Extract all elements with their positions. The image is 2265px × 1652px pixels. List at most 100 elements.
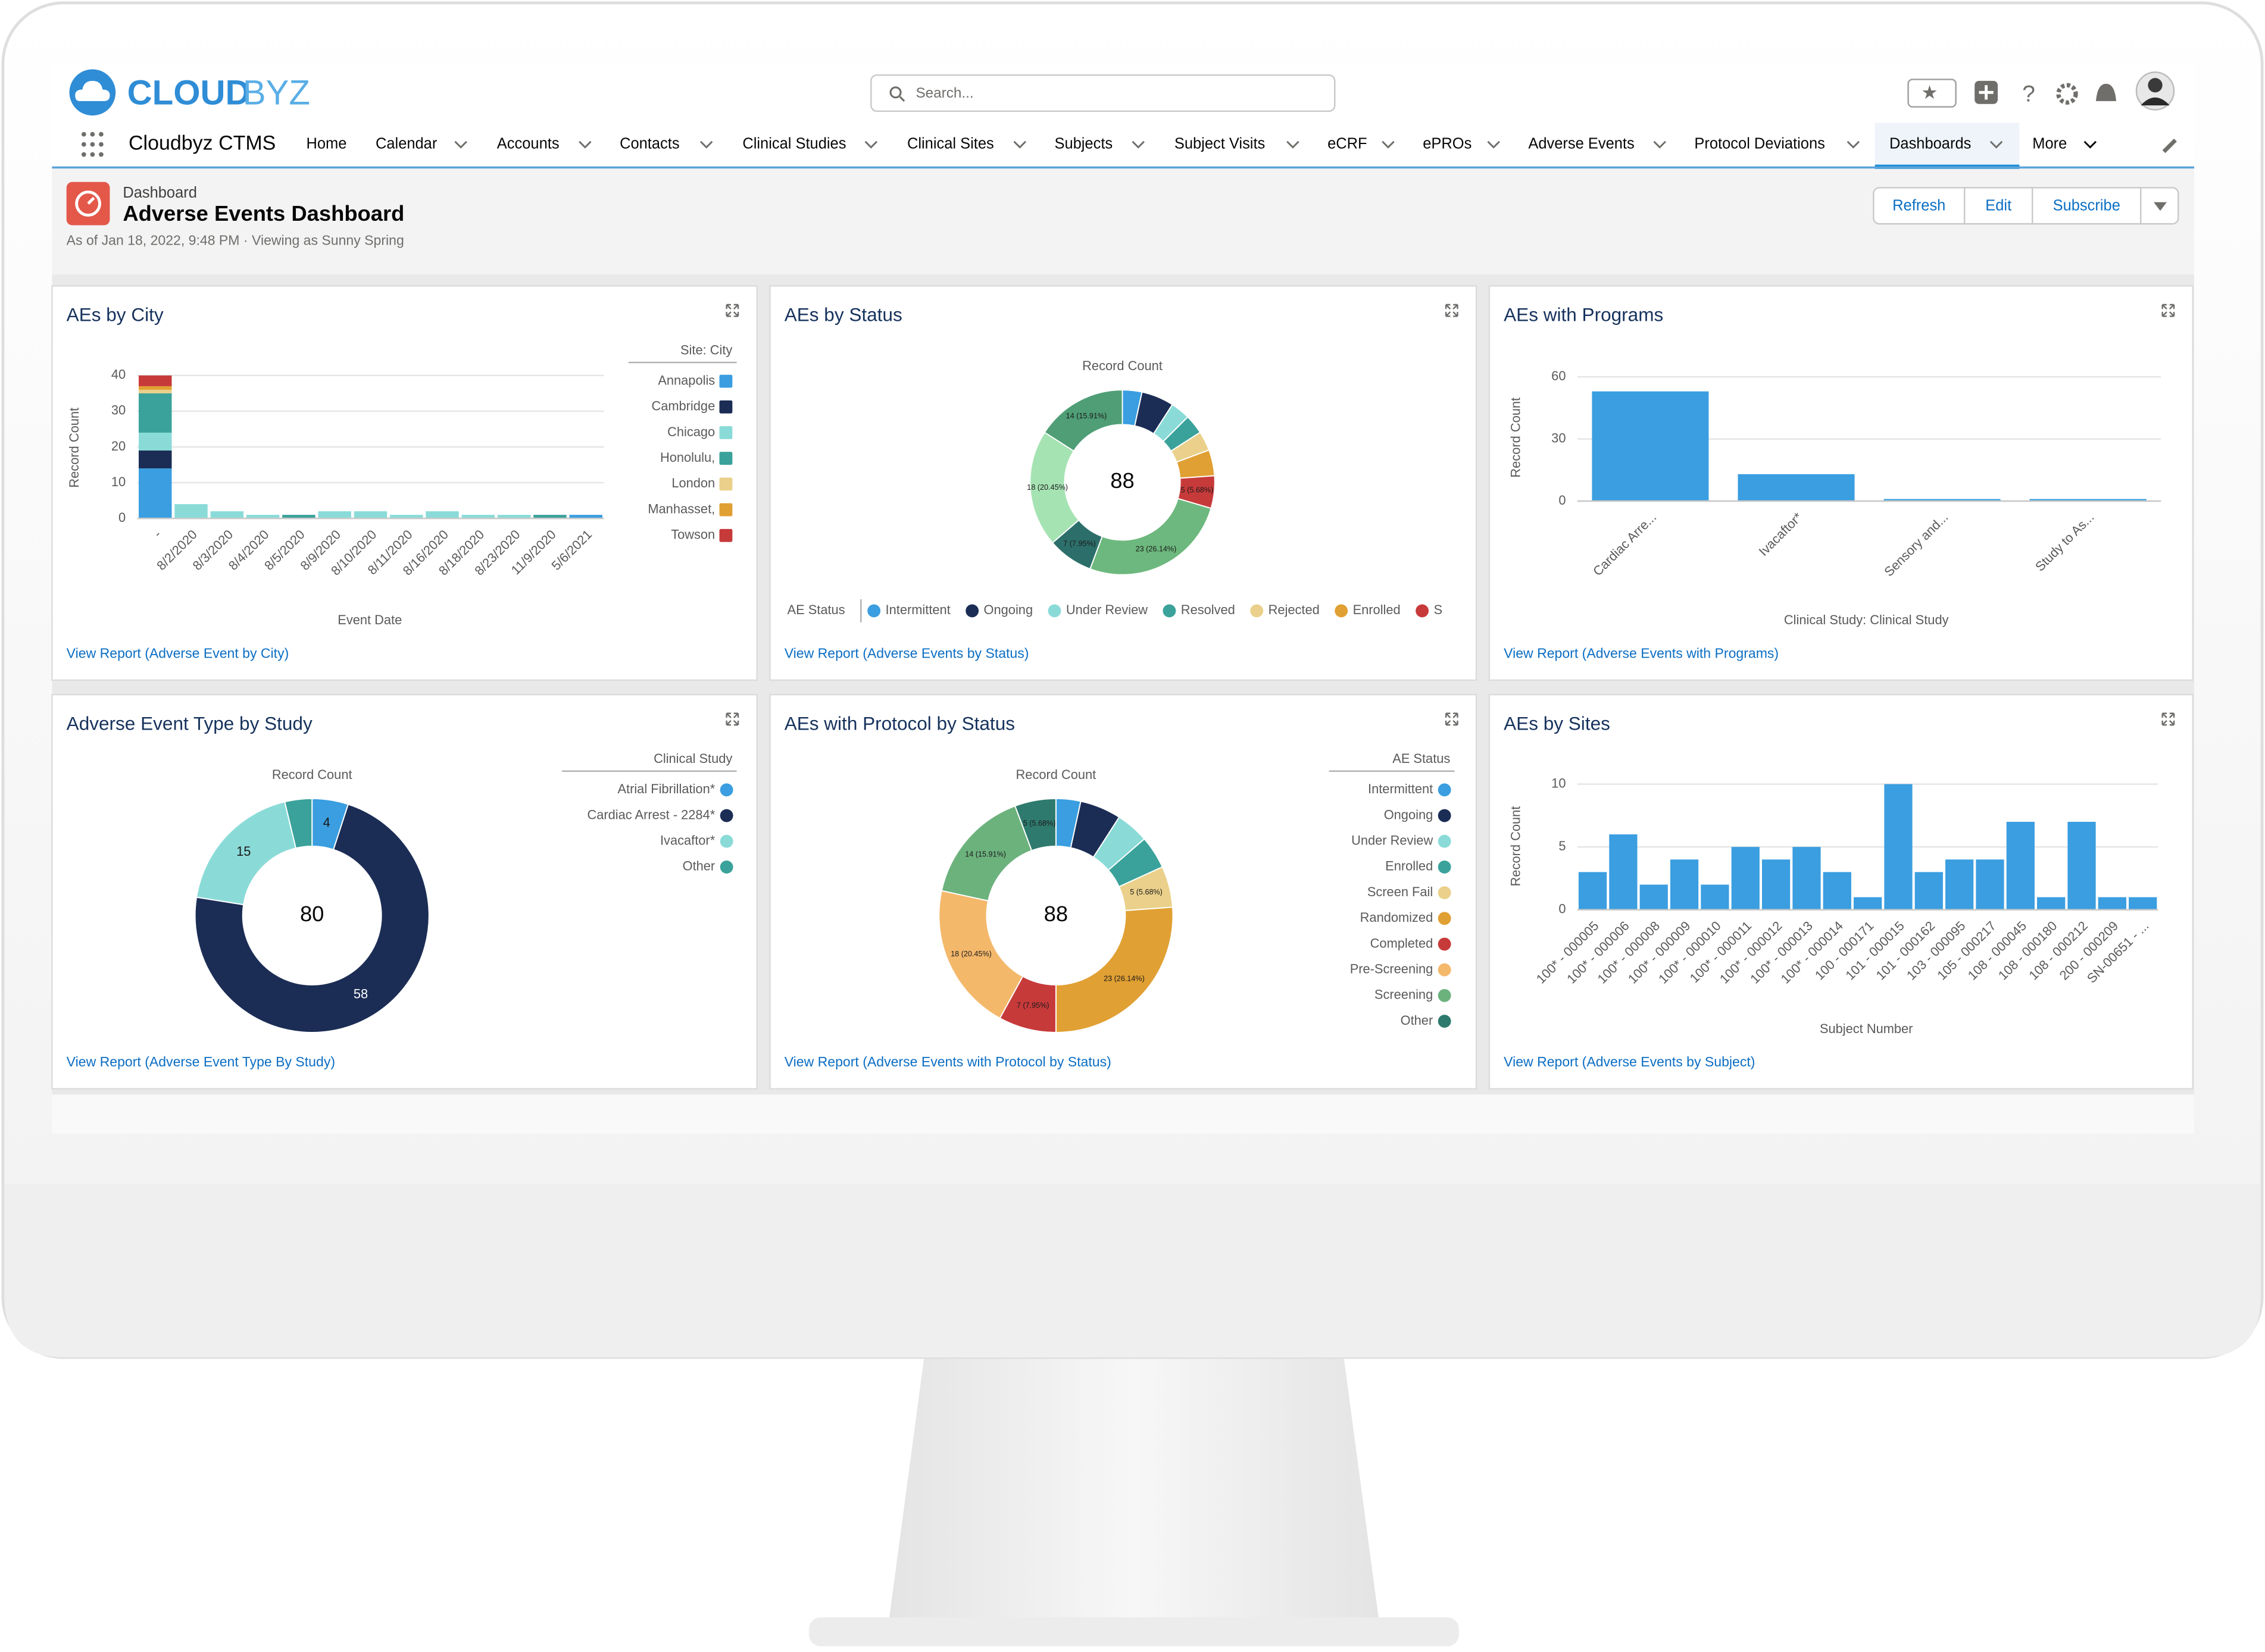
header-menu-button[interactable] xyxy=(2154,202,2167,211)
notification-icon[interactable] xyxy=(2096,83,2116,101)
bar-segment xyxy=(139,450,172,469)
legend-label: Annapolis xyxy=(658,373,715,387)
nav-item[interactable]: Clinical Sites xyxy=(907,135,994,152)
nav-item[interactable]: ePROs xyxy=(1423,135,1472,152)
expand-icon[interactable] xyxy=(2161,304,2175,317)
legend-swatch xyxy=(1438,886,1451,900)
legend-swatch xyxy=(1250,604,1264,618)
edit-nav-icon[interactable] xyxy=(2162,138,2177,154)
y-tick-label: 10 xyxy=(1551,775,1566,790)
slice-label: 23 (26.14%) xyxy=(1136,545,1177,553)
slice-label: 7 (7.95%) xyxy=(1063,539,1096,547)
bar-segment xyxy=(533,515,567,519)
legend-label: Ongoing xyxy=(1384,807,1433,822)
bar xyxy=(1738,474,1855,502)
nav-item[interactable]: Dashboards xyxy=(1889,135,1971,152)
expand-icon[interactable] xyxy=(726,304,739,317)
legend-label: Enrolled xyxy=(1353,602,1401,617)
header-button[interactable]: Subscribe xyxy=(2053,198,2120,214)
search-box[interactable] xyxy=(870,74,1336,112)
legend-swatch xyxy=(1438,963,1451,977)
bar xyxy=(1792,847,1821,910)
legend-label: Screen Fail xyxy=(1367,884,1433,899)
donut-slice xyxy=(1014,797,1057,852)
logo-secondary: BYZ xyxy=(243,74,310,112)
view-report-link[interactable]: View Report (Adverse Event by City) xyxy=(67,645,289,661)
slice-label: 5 (5.68%) xyxy=(1130,888,1163,896)
nav-item[interactable]: Adverse Events xyxy=(1528,135,1634,152)
legend-label: S xyxy=(1434,602,1443,617)
view-report-link[interactable]: View Report (Adverse Events with Program… xyxy=(1504,645,1779,661)
bar-segment xyxy=(497,515,531,519)
help-icon[interactable]: ? xyxy=(2022,81,2035,107)
view-report-link[interactable]: View Report (Adverse Events with Protoco… xyxy=(785,1054,1111,1069)
legend-swatch xyxy=(719,426,733,439)
legend-swatch xyxy=(1438,860,1451,874)
logo-cloud xyxy=(75,80,110,101)
nav-item[interactable]: eCRF xyxy=(1327,135,1367,152)
slice-label: 7 (7.95%) xyxy=(1017,1001,1049,1009)
legend-label: Intermittent xyxy=(1368,781,1433,796)
dropdown-chevron xyxy=(1989,140,2003,149)
legend-swatch xyxy=(1048,604,1061,618)
settings-icon[interactable] xyxy=(2056,83,2078,105)
legend-label: Atrial Fibrillation* xyxy=(617,781,715,796)
legend-swatch xyxy=(720,834,733,848)
bar xyxy=(1945,859,1974,910)
nav-item[interactable]: Clinical Studies xyxy=(742,135,846,152)
y-tick-label: 40 xyxy=(111,367,126,382)
search-placeholder[interactable]: Search... xyxy=(916,85,974,101)
widget: AEs by City View Report (Adverse Event by… xyxy=(51,285,758,681)
app-launcher[interactable] xyxy=(81,132,104,157)
widgets: AEs by City View Report (Adverse Event by… xyxy=(51,285,2194,1090)
header-button[interactable]: Refresh xyxy=(1892,198,1945,214)
y-tick-label: 0 xyxy=(118,510,126,525)
header-button[interactable]: Edit xyxy=(1985,198,2011,214)
view-report-link[interactable]: View Report (Adverse Events by Status) xyxy=(785,645,1029,661)
dashboard-icon-gauge xyxy=(75,190,101,217)
view-report-link[interactable]: View Report (Adverse Events by Subject) xyxy=(1504,1054,1755,1069)
nav-item[interactable]: Home xyxy=(307,135,347,152)
widget-title: AEs by Sites xyxy=(1504,712,1610,734)
bar-segment xyxy=(569,515,602,519)
nav-item[interactable]: More xyxy=(2032,135,2067,152)
nav-item[interactable]: Contacts xyxy=(620,135,680,152)
y-tick-label: 30 xyxy=(111,403,126,418)
dropdown-chevron xyxy=(454,140,467,149)
legend-swatch xyxy=(1163,604,1176,618)
y-tick-label: 0 xyxy=(1558,493,1566,508)
expand-icon[interactable] xyxy=(1445,304,1458,317)
bar xyxy=(1883,499,2001,502)
nav-item[interactable]: Subject Visits xyxy=(1174,135,1265,152)
dashboard-footer xyxy=(52,1094,2195,1134)
legend-label: Chicago xyxy=(667,424,715,439)
legend-label: Completed xyxy=(1370,935,1433,950)
expand-icon[interactable] xyxy=(1445,712,1458,726)
header-title: Adverse Events Dashboard xyxy=(123,201,404,226)
bar xyxy=(1761,859,1791,910)
monitor-stand xyxy=(888,1354,1380,1625)
legend-label: Pre-Screening xyxy=(1350,961,1433,976)
avatar-body xyxy=(2141,97,2170,106)
nav-item[interactable]: Calendar xyxy=(376,135,438,152)
bar xyxy=(2006,821,2035,910)
donut-slice xyxy=(284,797,313,849)
nav-item[interactable]: Subjects xyxy=(1054,135,1113,152)
slice-label: 58 xyxy=(354,987,368,1002)
slice-label: 4 xyxy=(323,815,330,830)
donut-total: 88 xyxy=(1110,468,1134,493)
expand-icon[interactable] xyxy=(2161,712,2175,726)
legend-label: Randomized xyxy=(1360,910,1433,925)
nav-item[interactable]: Accounts xyxy=(497,135,560,152)
legend-label: Screening xyxy=(1374,987,1433,1002)
bar xyxy=(1670,859,1699,910)
bar-segment xyxy=(426,511,459,519)
y-tick-label: 20 xyxy=(111,439,126,453)
expand-icon[interactable] xyxy=(726,712,739,726)
view-report-link[interactable]: View Report (Adverse Event Type By Study… xyxy=(67,1054,335,1069)
nav-item[interactable]: Protocol Deviations xyxy=(1694,135,1825,152)
donut-total: 80 xyxy=(300,902,324,926)
favorites-button[interactable] xyxy=(1907,79,1957,108)
slice-label: 15 xyxy=(236,844,251,859)
favorites-icon: ★ xyxy=(1921,82,1938,103)
